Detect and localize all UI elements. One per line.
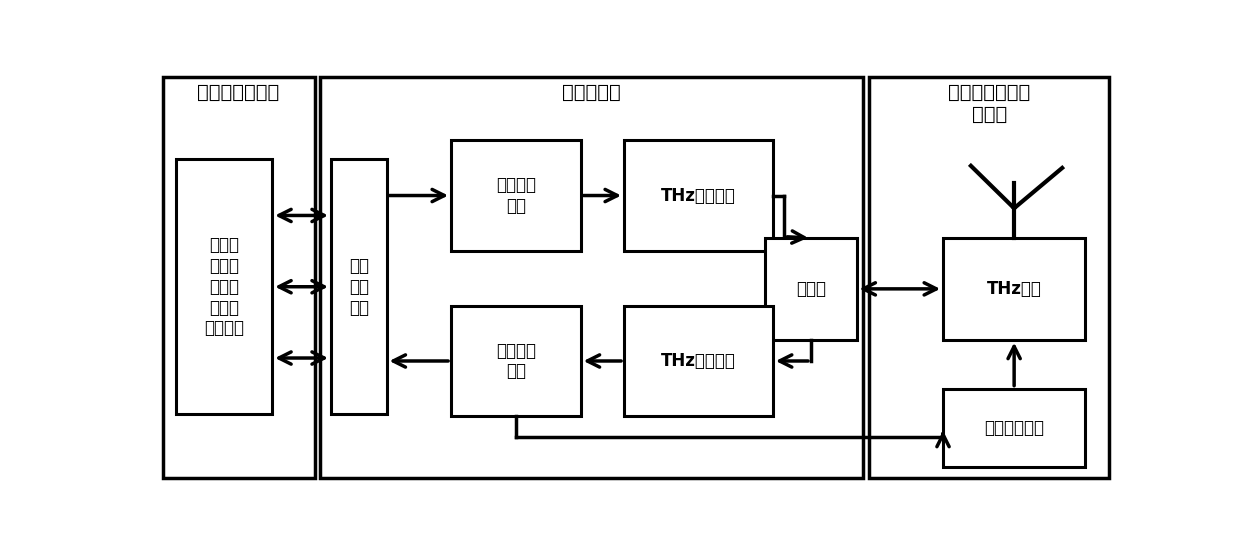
Bar <box>869 77 1110 478</box>
Text: 辅助功能子系统: 辅助功能子系统 <box>197 83 280 102</box>
Bar <box>451 306 580 416</box>
Text: 天线及跟踪指向
子系统: 天线及跟踪指向 子系统 <box>949 83 1030 124</box>
Bar <box>320 77 863 478</box>
Bar <box>624 141 773 251</box>
Text: THz天线: THz天线 <box>987 280 1042 298</box>
Text: THz接收解调: THz接收解调 <box>661 352 735 370</box>
Bar <box>451 141 580 251</box>
Text: 跟踪指向系统: 跟踪指向系统 <box>985 419 1044 437</box>
Bar <box>331 159 387 414</box>
Bar <box>176 159 273 414</box>
Text: 协议、
接口、
数据、
供电等
辅助控制: 协议、 接口、 数据、 供电等 辅助控制 <box>205 236 244 337</box>
Text: 微波中频
接收: 微波中频 接收 <box>496 342 536 380</box>
Bar <box>624 306 773 416</box>
Text: 通信子系统: 通信子系统 <box>563 83 621 102</box>
Text: 微波中频
发射: 微波中频 发射 <box>496 176 536 215</box>
Text: 高速
基带
处理: 高速 基带 处理 <box>348 257 368 316</box>
Bar <box>765 238 857 340</box>
Bar <box>942 238 1085 340</box>
Bar <box>162 77 315 478</box>
Text: 双工器: 双工器 <box>796 280 826 298</box>
Bar <box>942 388 1085 467</box>
Text: THz调制发射: THz调制发射 <box>661 187 735 204</box>
